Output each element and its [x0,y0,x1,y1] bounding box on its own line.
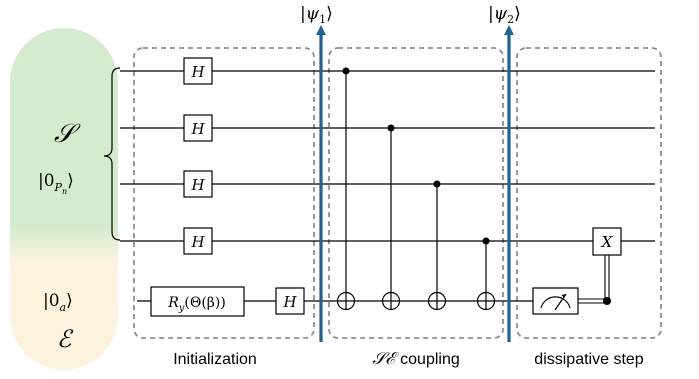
system-state-label: |0Pn⟩ [38,171,74,196]
initialization-label: Initialization [173,351,257,368]
coupling-box [328,47,504,339]
rotation-gate: Ry(Θ(β)) [150,286,245,317]
coupling-label: 𝒮ℰ coupling [372,349,460,369]
measurement-gate [532,287,579,315]
cnot-gate-1 [336,67,356,311]
ancilla-symbol: ℰ [57,325,74,353]
register-pill [10,28,118,370]
svg-text:H: H [190,120,205,138]
hadamard-gate-4: H [183,227,213,255]
ancilla-hadamard-gate: H [275,287,305,315]
pauli-x-gate: X [592,227,622,256]
psi1-label: |ψ1⟩ [300,4,333,26]
svg-text:H: H [282,293,297,311]
dissipative-label: dissipative step [534,351,643,368]
svg-text:H: H [190,176,205,194]
classical-wire [578,255,611,305]
hadamard-gate-1: H [183,57,213,85]
initialization-box [133,47,315,339]
psi2-label: |ψ2⟩ [488,4,521,26]
svg-text:H: H [190,233,205,251]
dissipative-box [516,47,662,339]
hadamard-gate-3: H [183,170,213,198]
svg-text:X: X [601,233,614,251]
ancilla-state-label: |0a⟩ [43,291,73,314]
svg-text:Ry(Θ(β)): Ry(Θ(β)) [167,295,226,314]
cnot-gate-2 [381,124,401,311]
hadamard-gate-2: H [183,114,213,142]
cnot-gate-4 [476,237,496,311]
cnot-gate-3 [427,180,447,311]
system-brace [103,67,121,241]
svg-text:H: H [190,63,205,81]
